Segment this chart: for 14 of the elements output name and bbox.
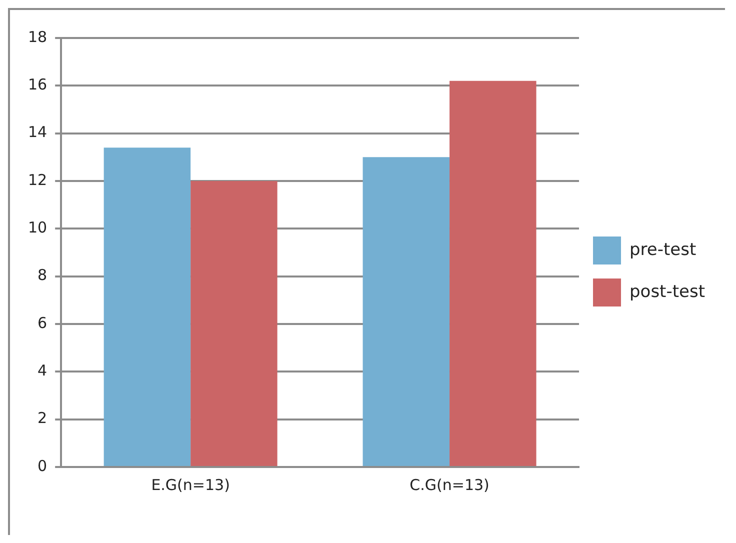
y-tick-label: 6 — [38, 314, 48, 332]
y-tick-label: 8 — [38, 266, 48, 284]
y-tick-label: 16 — [28, 76, 48, 94]
x-tick-label: E.G(n=13) — [151, 476, 230, 494]
y-tick-label: 0 — [38, 456, 48, 475]
y-tick-label: 12 — [28, 170, 48, 189]
y-tick-label: 14 — [28, 123, 48, 142]
x-tick-label: C.G(n=13) — [410, 476, 490, 494]
y-tick-label: 2 — [38, 409, 48, 428]
y-tick-label: 10 — [28, 218, 48, 237]
y-tick-label: 18 — [28, 28, 48, 46]
y-tick-label: 4 — [38, 362, 48, 380]
legend-label: pre-test — [630, 240, 696, 260]
legend-label: post-test — [630, 282, 706, 302]
